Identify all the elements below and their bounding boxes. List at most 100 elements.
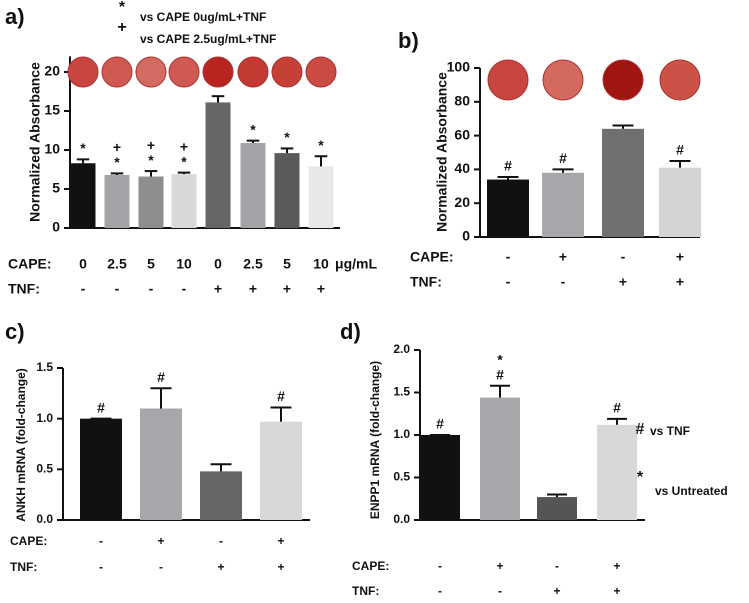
significance-marker: * xyxy=(250,121,256,137)
y-tick-label: 1.0 xyxy=(393,427,410,441)
condition-value: 0 xyxy=(214,256,222,272)
condition-value: - xyxy=(159,560,163,574)
y-tick-label: 1.0 xyxy=(36,411,53,425)
condition-value: - xyxy=(438,584,442,598)
panel-label: d) xyxy=(340,319,361,344)
significance-marker: # xyxy=(504,158,512,174)
y-tick-label: 100 xyxy=(447,59,471,75)
condition-value: 5 xyxy=(147,256,155,272)
y-axis-label: Normalized Absorbance xyxy=(434,72,450,232)
well-image xyxy=(659,59,701,101)
y-tick-label: 60 xyxy=(454,126,470,142)
significance-marker: + xyxy=(113,139,121,155)
condition-value: - xyxy=(498,584,502,598)
condition-label: TNF: xyxy=(8,281,40,297)
bar xyxy=(260,421,302,520)
y-axis-label: ENPP1 mRNA (fold-change) xyxy=(368,361,382,519)
significance-marker: * xyxy=(181,153,187,169)
legend-text: vs Untreated xyxy=(655,484,728,498)
well-image xyxy=(135,56,167,88)
bar xyxy=(171,174,197,228)
panel-label: c) xyxy=(5,319,25,344)
bar xyxy=(487,179,529,237)
y-tick-label: 10 xyxy=(44,141,60,157)
condition-value: - xyxy=(561,274,566,290)
bar xyxy=(205,102,231,228)
well-image xyxy=(202,56,234,88)
condition-label: CAPE: xyxy=(8,256,52,272)
well-image xyxy=(542,59,584,101)
bar xyxy=(420,435,460,520)
legend-symbol: * xyxy=(119,0,126,16)
condition-value: - xyxy=(99,534,103,548)
condition-label: CAPE: xyxy=(352,559,389,573)
bar xyxy=(537,497,577,520)
well-image xyxy=(602,59,644,101)
significance-marker: * xyxy=(318,137,324,153)
condition-value: + xyxy=(613,584,620,598)
bar xyxy=(602,128,644,237)
condition-value: 10 xyxy=(176,256,192,272)
legend-text: vs CAPE 2.5ug/mL+TNF xyxy=(140,32,276,46)
legend-text: vs CAPE 0ug/mL+TNF xyxy=(140,10,266,24)
bar xyxy=(274,153,300,228)
condition-value: + xyxy=(613,559,620,573)
legend-symbol: # xyxy=(636,421,645,438)
condition-value: - xyxy=(506,274,511,290)
condition-label: CAPE: xyxy=(410,249,454,265)
panel-label: a) xyxy=(5,4,25,29)
condition-value: + xyxy=(559,249,567,265)
y-tick-label: 40 xyxy=(454,160,470,176)
condition-label: TNF: xyxy=(410,274,442,290)
bar xyxy=(70,163,96,228)
condition-value: - xyxy=(149,281,154,297)
y-tick-label: 0.5 xyxy=(393,470,410,484)
condition-value: + xyxy=(277,534,284,548)
well-image xyxy=(67,56,99,88)
well-image xyxy=(168,56,200,88)
condition-value: - xyxy=(81,281,86,297)
significance-marker: # xyxy=(559,150,567,166)
bar xyxy=(80,418,122,520)
condition-value: - xyxy=(438,559,442,573)
condition-value: + xyxy=(676,249,684,265)
y-axis-label: ANKH mRNA (fold-change) xyxy=(14,368,28,522)
well-image xyxy=(487,59,529,101)
y-tick-label: 1.5 xyxy=(36,360,53,374)
legend-symbol: + xyxy=(117,19,126,36)
well-image xyxy=(237,56,269,88)
bar xyxy=(597,424,637,520)
well-image xyxy=(305,56,337,88)
significance-marker: # xyxy=(97,399,105,415)
y-tick-label: 0.0 xyxy=(36,512,53,526)
condition-value: 0 xyxy=(79,256,87,272)
well-image xyxy=(271,56,303,88)
condition-value: + xyxy=(676,274,684,290)
bar xyxy=(659,167,701,237)
significance-marker: * xyxy=(114,154,120,170)
condition-label: TNF: xyxy=(352,584,379,598)
unit-label: μg/mL xyxy=(335,256,377,272)
significance-marker: * xyxy=(497,351,503,367)
condition-value: - xyxy=(115,281,120,297)
bar xyxy=(480,397,520,520)
well-image xyxy=(101,56,133,88)
y-tick-label: 2.0 xyxy=(393,342,410,356)
condition-value: - xyxy=(99,560,103,574)
significance-marker: + xyxy=(180,138,188,154)
y-tick-label: 1.5 xyxy=(393,385,410,399)
y-tick-label: 20 xyxy=(44,63,60,79)
condition-value: 2.5 xyxy=(243,256,263,272)
significance-marker: # xyxy=(496,366,504,382)
condition-value: + xyxy=(217,560,224,574)
condition-value: 2.5 xyxy=(107,256,127,272)
legend-text: vs TNF xyxy=(650,424,690,438)
y-tick-label: 15 xyxy=(44,102,60,118)
bar xyxy=(308,166,334,228)
condition-label: CAPE: xyxy=(10,534,47,548)
y-tick-label: 0 xyxy=(462,228,470,244)
condition-value: - xyxy=(506,249,511,265)
significance-marker: # xyxy=(613,400,621,416)
